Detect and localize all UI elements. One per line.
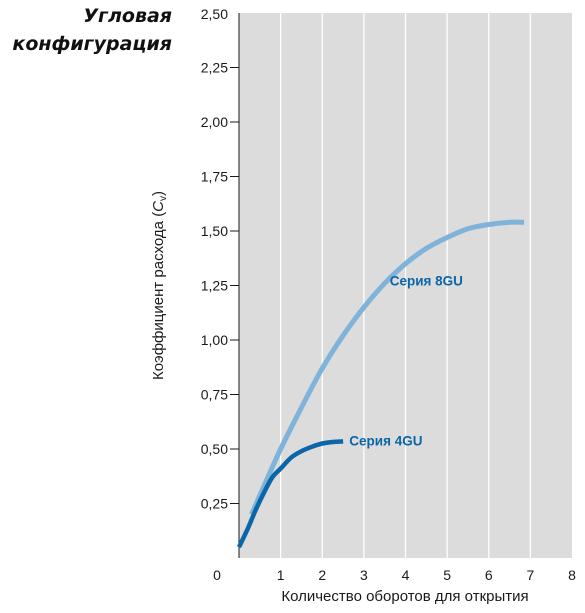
y-axis-tick-labels: 0,25 0,50 0,75 1,00 1,25 1,50 1,75 2,00 2,25 2,50 xyxy=(201,6,239,512)
y-axis-title: Коэффициент расхода (Cv) xyxy=(150,191,169,380)
figure-title-line-2: конфигурация xyxy=(12,30,172,58)
series-label: Серия 4GU xyxy=(349,434,422,449)
x-tick-label: 2 xyxy=(318,567,326,583)
y-axis-title-symbol: C xyxy=(150,201,167,212)
x-tick-label: 5 xyxy=(443,567,451,583)
x-axis-title: Количество оборотов для открытия xyxy=(281,588,528,605)
y-tick-label: 1,00 xyxy=(201,332,228,348)
x-axis-tick-labels: 0 1 2 3 4 5 6 7 8 xyxy=(213,567,576,583)
series-label: Серия 8GU xyxy=(390,274,463,289)
x-tick-label: 3 xyxy=(360,567,368,583)
y-tick-label: 0,25 xyxy=(201,496,228,512)
y-tick-label: 2,00 xyxy=(201,114,228,130)
y-tick-label: 2,50 xyxy=(201,6,228,22)
y-tick-label: 1,75 xyxy=(201,169,228,185)
y-tick-label: 0,50 xyxy=(201,441,228,457)
x-tick-label: 0 xyxy=(213,567,221,583)
y-tick-label: 1,25 xyxy=(201,278,228,294)
x-tick-label: 8 xyxy=(568,567,576,583)
y-axis-title-prefix: Коэффициент расхода ( xyxy=(150,212,167,380)
figure-title: Угловая конфигурация xyxy=(12,2,172,58)
x-tick-label: 7 xyxy=(526,567,534,583)
x-tick-label: 1 xyxy=(277,567,285,583)
y-tick-label: 0,75 xyxy=(201,387,228,403)
x-tick-label: 4 xyxy=(402,567,410,583)
figure-title-line-1: Угловая xyxy=(12,2,172,30)
x-tick-label: 6 xyxy=(485,567,493,583)
y-tick-label: 2,25 xyxy=(201,60,228,76)
y-axis-title-suffix: ) xyxy=(150,191,167,196)
y-tick-label: 1,50 xyxy=(201,223,228,239)
